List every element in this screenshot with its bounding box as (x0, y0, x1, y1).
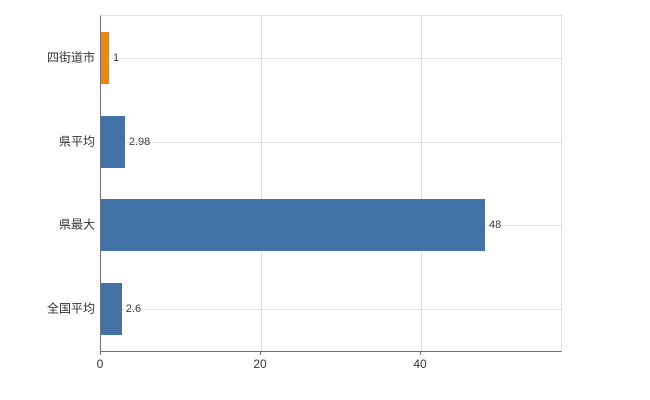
category-label: 四街道市 (46, 50, 95, 65)
value-label: 48 (489, 219, 502, 232)
vertical-gridline (421, 16, 422, 351)
horizontal-guide-line (101, 57, 561, 59)
x-tick-mark (420, 351, 421, 355)
category-label: 全国平均 (46, 301, 95, 316)
x-tick-label: 0 (96, 357, 104, 371)
category-label: 県平均 (58, 134, 95, 149)
value-label: 2.6 (125, 303, 142, 316)
category-label: 県最大 (58, 217, 95, 232)
x-tick-mark (100, 351, 101, 355)
x-tick-mark (260, 351, 261, 355)
bar-2 (101, 115, 125, 168)
bar-1 (101, 31, 109, 84)
bar-3 (101, 199, 485, 252)
value-label: 2.98 (128, 135, 151, 148)
horizontal-guide-line (101, 141, 561, 143)
x-tick-label: 40 (413, 357, 427, 371)
x-tick-label: 20 (253, 357, 267, 371)
value-label: 1 (113, 51, 120, 64)
bar-4 (101, 283, 122, 336)
vertical-gridline (261, 16, 262, 351)
plot-area: 1 2.98 48 2.6 (100, 15, 562, 352)
horizontal-guide-line (101, 309, 561, 311)
